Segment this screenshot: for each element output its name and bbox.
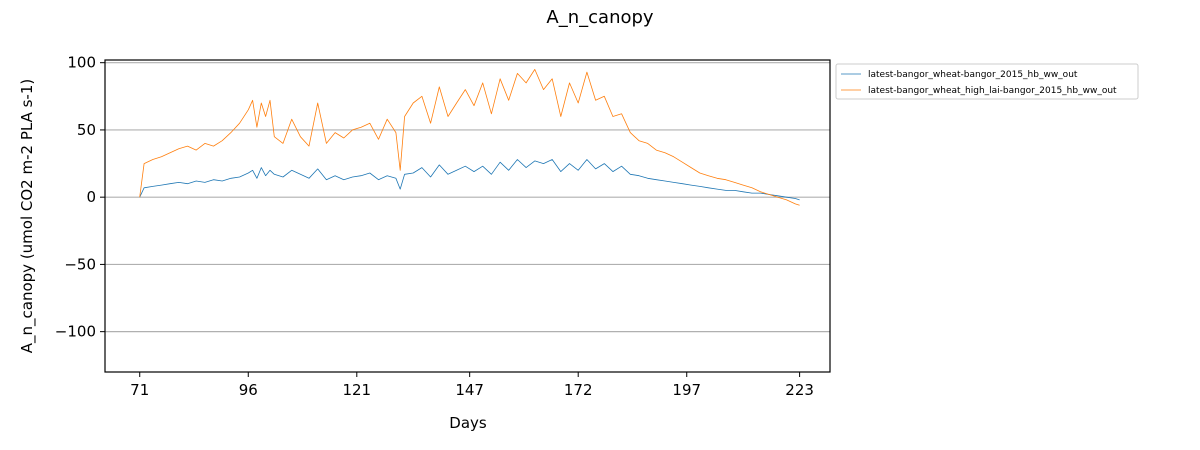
plot-frame <box>104 59 831 373</box>
grid-lines <box>105 62 830 333</box>
legend-label-1: latest-bangor_wheat-bangor_2015_hb_ww_ou… <box>868 70 1078 80</box>
x-tick-label: 223 <box>785 381 814 399</box>
series-line-1 <box>139 159 800 201</box>
legend-label-2: latest-bangor_wheat_high_lai-bangor_2015… <box>868 86 1117 96</box>
y-axis-title: A_n_canopy (umol CO2 m-2 PLA s-1) <box>18 79 37 353</box>
chart-title: A_n_canopy <box>546 7 653 28</box>
x-tick-label: 71 <box>130 381 149 399</box>
x-tick-label: 96 <box>239 381 258 399</box>
x-tick-label: 172 <box>564 381 593 399</box>
y-axis-ticks: 100 50 0 −50 −100 <box>55 54 105 341</box>
legend: latest-bangor_wheat-bangor_2015_hb_ww_ou… <box>835 63 1139 100</box>
x-tick-label: 197 <box>672 381 701 399</box>
y-tick-label: −50 <box>64 255 96 273</box>
series-lines <box>139 69 800 206</box>
x-axis-ticks: 71 96 121 147 172 197 223 <box>130 372 814 399</box>
y-tick-label: 0 <box>86 188 96 206</box>
legend-box <box>835 63 1139 100</box>
y-tick-label: 100 <box>67 54 96 72</box>
y-tick-label: 50 <box>77 121 96 139</box>
y-tick-label: −100 <box>55 323 96 341</box>
x-tick-label: 121 <box>342 381 371 399</box>
x-tick-label: 147 <box>455 381 484 399</box>
x-axis-title: Days <box>449 414 487 432</box>
series-line-2 <box>139 69 800 206</box>
